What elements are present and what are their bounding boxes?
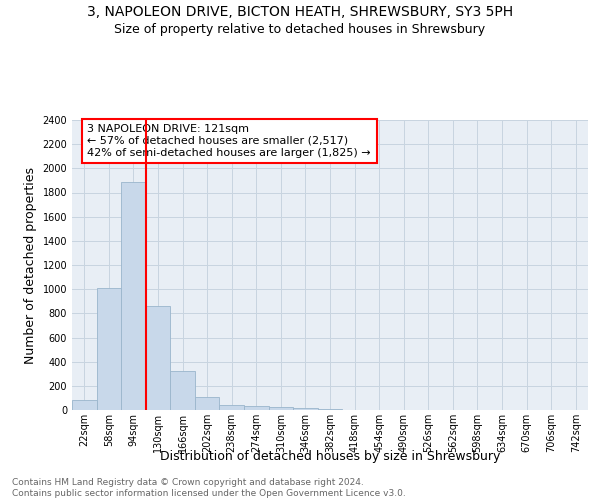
Bar (121, 182, 146, 410)
Bar (293, 408, 318, 410)
Bar (269, 407, 293, 410)
Text: Contains HM Land Registry data © Crown copyright and database right 2024.
Contai: Contains HM Land Registry data © Crown c… (12, 478, 406, 498)
Bar (72, 400, 97, 410)
Text: Distribution of detached houses by size in Shrewsbury: Distribution of detached houses by size … (160, 450, 500, 463)
Bar (195, 396, 220, 410)
Text: Size of property relative to detached houses in Shrewsbury: Size of property relative to detached ho… (115, 22, 485, 36)
Y-axis label: Number of detached properties: Number of detached properties (24, 166, 37, 364)
Text: 3 NAPOLEON DRIVE: 121sqm
← 57% of detached houses are smaller (2,517)
42% of sem: 3 NAPOLEON DRIVE: 121sqm ← 57% of detach… (88, 124, 371, 158)
Bar (97, 288, 121, 410)
Bar (244, 406, 269, 410)
Bar (220, 404, 244, 410)
Text: 3, NAPOLEON DRIVE, BICTON HEATH, SHREWSBURY, SY3 5PH: 3, NAPOLEON DRIVE, BICTON HEATH, SHREWSB… (87, 5, 513, 19)
Bar (146, 306, 170, 410)
Bar (170, 372, 195, 410)
